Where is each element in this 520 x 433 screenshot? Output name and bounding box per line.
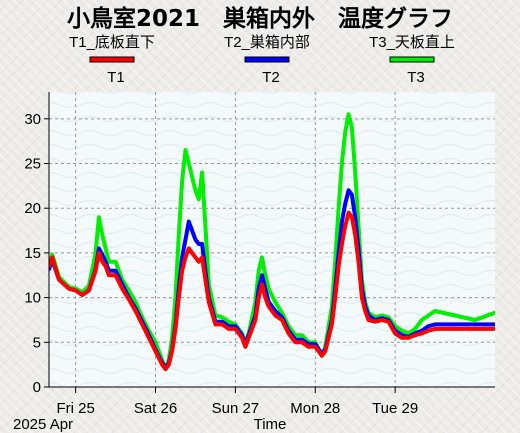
plot-texture: [49, 92, 495, 387]
x-tick-label: Sun 27: [212, 400, 260, 417]
legend-header-t2: T2_巣箱内部: [224, 34, 310, 51]
y-tick-label: 0: [33, 379, 41, 396]
x-tick-label: Mon 28: [290, 400, 340, 417]
legend-label-t2: T2: [262, 69, 280, 86]
legend-swatch-t1: [89, 56, 135, 63]
x-tick-label: Tue 29: [372, 400, 418, 417]
y-tick-label: 5: [33, 334, 41, 351]
legend-header-t3: T3_天板直上: [369, 33, 455, 51]
series-group: [49, 112, 495, 372]
x-ticks: Fri 25 Sat 26 Sun 27 Mon 28 Tue 29: [56, 387, 418, 417]
x-month-label: 2025 Apr: [13, 416, 73, 433]
legend: T1_底板直下 T1 T2_巣箱内部 T2 T3_天板直上 T3: [69, 33, 455, 86]
x-tick-label: Sat 26: [134, 400, 177, 417]
x-axis-label: Time: [254, 416, 287, 433]
y-tick-label: 20: [24, 200, 41, 217]
legend-swatch-t2: [244, 56, 290, 63]
chart-title: 小鳥室2021 巣箱内外 温度グラフ: [67, 5, 453, 32]
y-ticks: 0 5 10 15 20 25 30: [24, 111, 49, 396]
x-tick-label: Fri 25: [56, 400, 94, 417]
legend-swatch-t3: [389, 56, 435, 63]
y-tick-label: 15: [24, 245, 41, 262]
y-tick-label: 10: [24, 290, 41, 307]
y-tick-label: 30: [24, 111, 41, 128]
series-line-t1: [49, 210, 495, 372]
legend-header-t1: T1_底板直下: [69, 33, 155, 51]
grid: [49, 92, 495, 388]
y-tick-label: 25: [24, 156, 41, 173]
legend-label-t1: T1: [107, 69, 125, 86]
legend-label-t3: T3: [407, 69, 425, 86]
